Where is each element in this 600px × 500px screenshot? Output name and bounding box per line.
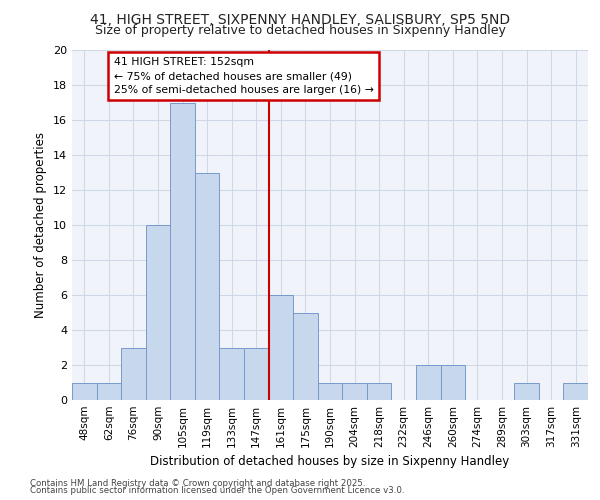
Bar [195,172,220,400]
Bar [293,312,318,400]
Bar [563,382,588,400]
Text: 41, HIGH STREET, SIXPENNY HANDLEY, SALISBURY, SP5 5ND: 41, HIGH STREET, SIXPENNY HANDLEY, SALIS… [90,12,510,26]
Text: Contains public sector information licensed under the Open Government Licence v3: Contains public sector information licen… [30,486,404,495]
Bar [244,348,269,400]
Bar [342,382,367,400]
Bar [121,348,146,400]
Bar [269,295,293,400]
Bar [72,382,97,400]
Bar [97,382,121,400]
Text: Contains HM Land Registry data © Crown copyright and database right 2025.: Contains HM Land Registry data © Crown c… [30,478,365,488]
Bar [514,382,539,400]
Bar [416,365,440,400]
Bar [170,102,195,400]
Text: Size of property relative to detached houses in Sixpenny Handley: Size of property relative to detached ho… [95,24,505,37]
Bar [146,225,170,400]
Y-axis label: Number of detached properties: Number of detached properties [34,132,47,318]
Bar [318,382,342,400]
Bar [367,382,391,400]
X-axis label: Distribution of detached houses by size in Sixpenny Handley: Distribution of detached houses by size … [151,456,509,468]
Text: 41 HIGH STREET: 152sqm
← 75% of detached houses are smaller (49)
25% of semi-det: 41 HIGH STREET: 152sqm ← 75% of detached… [114,57,374,95]
Bar [220,348,244,400]
Bar [440,365,465,400]
